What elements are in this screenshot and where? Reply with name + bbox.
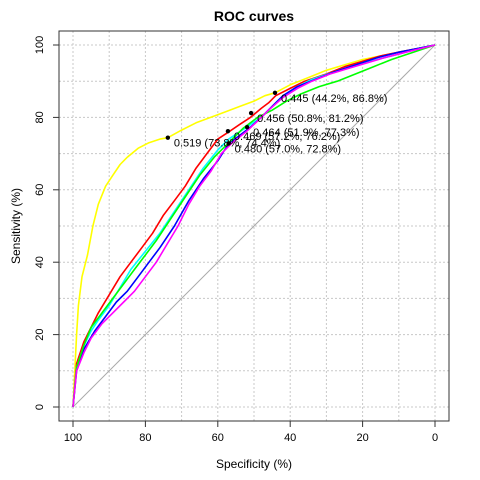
roc-curve-6 (72, 44, 436, 408)
annotations: 0.519 (73.8%, 74.4%)0.445 (44.2%, 86.8%)… (165, 90, 387, 155)
x-tick-label: 80 (139, 432, 151, 444)
y-axis: 0 20 40 60 80 100 (34, 36, 59, 410)
y-tick-label: 20 (34, 328, 46, 340)
threshold-label-2: 0.445 (44.2%, 86.8%) (281, 93, 387, 105)
x-axis: 100 80 60 40 20 0 (64, 421, 438, 444)
roc-curve-5 (72, 44, 436, 408)
threshold-point-6 (226, 141, 231, 146)
y-tick-label: 60 (34, 184, 46, 196)
threshold-point-5 (225, 128, 231, 134)
roc-curve-1 (72, 44, 436, 408)
x-tick-label: 0 (432, 432, 438, 444)
threshold-point-4 (244, 124, 250, 130)
threshold-point-3 (248, 110, 254, 116)
grid-lines (59, 31, 449, 421)
y-tick-label: 80 (34, 111, 46, 123)
x-tick-label: 20 (356, 432, 368, 444)
y-tick-label: 0 (34, 404, 46, 410)
threshold-point-2 (272, 90, 278, 95)
roc-series (72, 44, 436, 408)
x-tick-label: 100 (64, 432, 82, 444)
x-axis-label: Specificity (%) (216, 457, 292, 471)
y-tick-label: 40 (34, 256, 46, 268)
chart-title: ROC curves (214, 8, 294, 24)
threshold-point-1 (165, 135, 171, 140)
y-axis-label: Sensitivity (%) (9, 188, 23, 264)
plot-frame (58, 30, 450, 422)
threshold-label-5: 0.469 (57.2%, 76.2%) (234, 131, 340, 143)
reference-diagonal (72, 44, 436, 408)
threshold-label-4: 0.464 (51.9%, 77.3%) (253, 127, 359, 139)
threshold-label-3: 0.456 (50.8%, 81.2%) (257, 113, 363, 125)
y-tick-label: 100 (34, 36, 46, 54)
x-tick-label: 60 (212, 432, 224, 444)
roc-curve-2 (72, 44, 436, 408)
x-tick-label: 40 (284, 432, 296, 444)
threshold-label-6: 0.480 (57.0%, 72.8%) (235, 143, 341, 155)
